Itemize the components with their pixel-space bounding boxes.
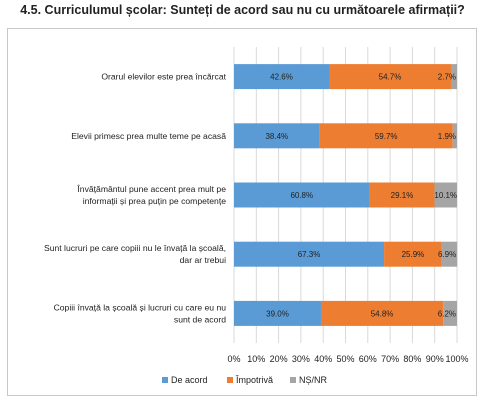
x-tick-label: 70% — [381, 354, 399, 364]
x-tick-label: 40% — [314, 354, 332, 364]
category-label: informații și prea puțin pe competențe — [83, 196, 227, 206]
data-label: 42.6% — [270, 73, 293, 82]
category-label: sunt de acord — [174, 314, 226, 324]
data-label: 67.3% — [298, 250, 321, 259]
category-label: Orarul elevilor este prea încărcat — [101, 72, 226, 82]
legend-label: Împotrivă — [235, 375, 273, 385]
data-label: 2.7% — [438, 73, 456, 82]
chart-frame — [7, 28, 477, 396]
legend-label: De acord — [171, 375, 208, 385]
x-tick-label: 0% — [227, 354, 240, 364]
data-label: 10.1% — [434, 191, 457, 200]
legend-label: NȘ/NR — [299, 375, 328, 385]
bar-segment — [319, 123, 453, 149]
bar-segment — [234, 64, 329, 90]
chart-title: 4.5. Curriculumul școlar: Sunteți de aco… — [20, 3, 465, 17]
category-label: dar ar trebui — [180, 255, 226, 265]
category-label: Copiii învață la școală și lucruri cu ca… — [54, 302, 227, 312]
bar-segment — [443, 300, 457, 326]
bar-segment — [369, 182, 435, 208]
data-label: 59.7% — [375, 132, 398, 141]
x-tick-label: 30% — [292, 354, 310, 364]
bar-segment — [441, 241, 458, 267]
category-label: Sunt lucruri pe care copiii nu le învață… — [44, 243, 226, 253]
data-label: 60.8% — [290, 191, 313, 200]
bar-segment — [450, 64, 457, 90]
data-label: 6.9% — [438, 250, 456, 259]
category-label: Învățământul pune accent prea mult pe — [76, 184, 226, 194]
legend-swatch — [290, 377, 296, 383]
x-tick-label: 60% — [359, 354, 377, 364]
x-tick-label: 50% — [336, 354, 354, 364]
data-label: 25.9% — [402, 250, 425, 259]
data-label: 54.7% — [379, 73, 402, 82]
legend-swatch — [227, 377, 233, 383]
bar-segment — [234, 182, 370, 208]
bar-segment — [234, 300, 321, 326]
x-tick-label: 90% — [426, 354, 444, 364]
data-label: 39.0% — [266, 309, 289, 318]
bar-segment — [384, 241, 442, 267]
data-label: 54.8% — [371, 309, 394, 318]
x-tick-label: 80% — [403, 354, 421, 364]
category-label: Elevii primesc prea multe teme pe acasă — [71, 131, 226, 141]
bar-segment — [452, 123, 457, 149]
bar-segment — [434, 182, 457, 208]
data-label: 6.2% — [438, 309, 456, 318]
x-tick-label: 20% — [270, 354, 288, 364]
bar-segment — [234, 123, 320, 149]
x-tick-label: 10% — [247, 354, 265, 364]
legend-swatch — [162, 377, 168, 383]
bar-segment — [328, 64, 451, 90]
data-label: 29.1% — [391, 191, 414, 200]
data-label: 38.4% — [265, 132, 288, 141]
data-label: 1.9% — [438, 132, 456, 141]
bar-segment — [234, 241, 385, 267]
x-tick-label: 100% — [445, 354, 468, 364]
bar-segment — [320, 300, 444, 326]
